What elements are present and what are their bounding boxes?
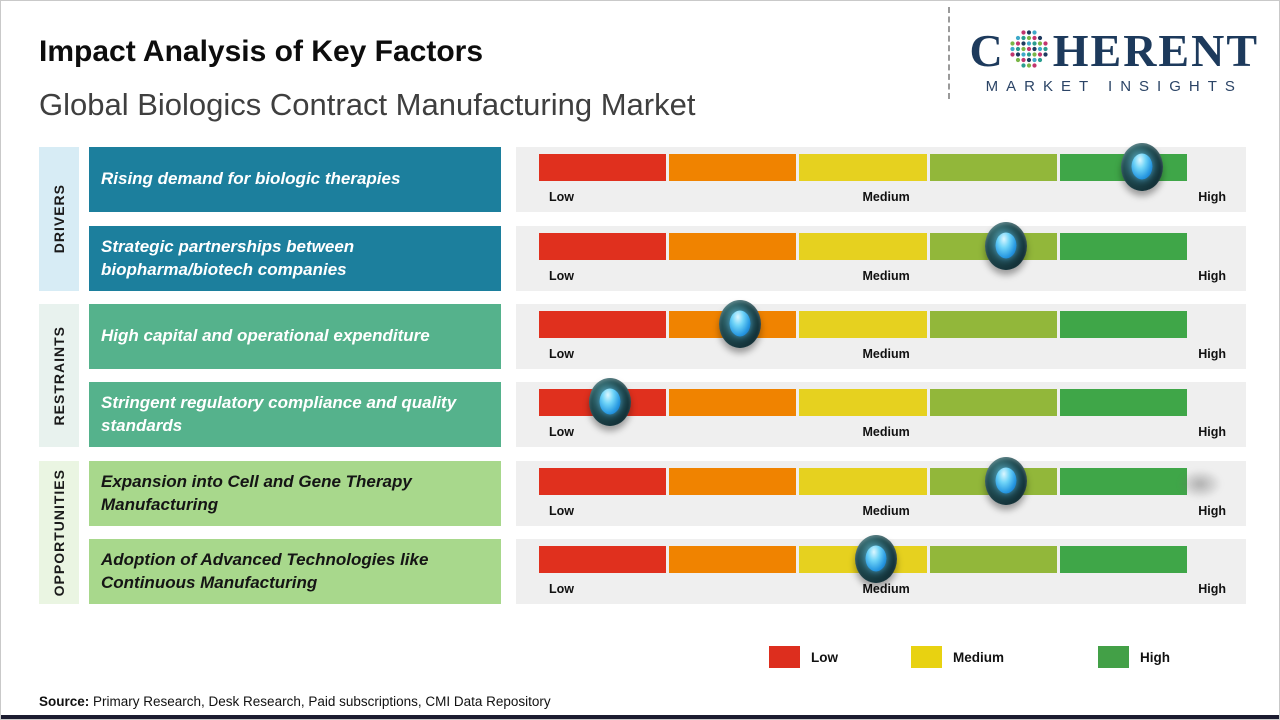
scale-label-high: High xyxy=(1198,347,1226,361)
group-label-opportunities: OPPORTUNITIES xyxy=(51,468,67,597)
factor-box-driver-1: Rising demand for biologic therapies xyxy=(89,147,501,212)
coherent-market-insights-logo: C HERENT MARKET INSIGHTS xyxy=(970,27,1260,96)
impact-marker-orb xyxy=(718,300,761,348)
impact-scale-row-1: Low Medium High xyxy=(516,143,1246,212)
legend-label-medium: Medium xyxy=(953,649,1005,665)
legend-swatch-medium xyxy=(911,646,942,668)
shadow-artifact xyxy=(1178,469,1222,499)
logo-tagline: MARKET INSIGHTS xyxy=(985,78,1243,95)
impact-marker-orb xyxy=(589,378,632,426)
scale-labels: Low Medium High xyxy=(549,269,1226,283)
impact-marker-orb xyxy=(984,457,1027,505)
logo-letter-c: C xyxy=(969,25,1005,76)
factor-text: Strategic partnerships between biopharma… xyxy=(101,236,355,279)
bottom-accent-bar xyxy=(1,715,1279,719)
scale-label-high: High xyxy=(1198,425,1226,439)
impact-gradient-bar xyxy=(539,154,1188,181)
group-label-restraints: RESTRAINTS xyxy=(51,325,67,426)
scale-label-medium: Medium xyxy=(862,504,910,518)
factor-box-driver-2: Strategic partnerships between biopharma… xyxy=(89,226,501,291)
factor-text: Rising demand for biologic therapies xyxy=(101,169,401,189)
impact-gradient-bar xyxy=(539,546,1188,573)
logo-globe-icon xyxy=(1005,27,1053,75)
impact-marker-orb xyxy=(984,222,1027,270)
scale-label-high: High xyxy=(1198,190,1226,204)
group-rail-restraints: RESTRAINTS xyxy=(39,304,79,447)
scale-label-low: Low xyxy=(549,582,574,596)
scale-label-high: High xyxy=(1198,504,1226,518)
impact-gradient-bar xyxy=(539,389,1188,416)
scale-label-medium: Medium xyxy=(862,190,910,204)
header-dashed-divider xyxy=(948,7,950,99)
scale-label-low: Low xyxy=(549,269,574,283)
legend-swatch-high xyxy=(1098,646,1129,668)
scale-labels: Low Medium High xyxy=(549,504,1226,518)
scale-label-low: Low xyxy=(549,347,574,361)
group-rail-drivers: DRIVERS xyxy=(39,147,79,291)
factor-text: Expansion into Cell and Gene Therapy Man… xyxy=(101,471,412,514)
factor-box-restraint-1: High capital and operational expenditure xyxy=(89,304,501,369)
scale-label-medium: Medium xyxy=(862,347,910,361)
factor-text: Stringent regulatory compliance and qual… xyxy=(101,392,457,435)
scale-labels: Low Medium High xyxy=(549,347,1226,361)
legend-item-medium: Medium xyxy=(911,646,1004,668)
source-text: Primary Research, Desk Research, Paid su… xyxy=(89,694,551,709)
factor-box-opportunity-2: Adoption of Advanced Technologies like C… xyxy=(89,539,501,604)
impact-scale-row-6: Low Medium High xyxy=(516,535,1246,604)
impact-gradient-bar xyxy=(539,468,1188,495)
factor-box-restraint-2: Stringent regulatory compliance and qual… xyxy=(89,382,501,447)
scale-label-medium: Medium xyxy=(862,425,910,439)
scale-labels: Low Medium High xyxy=(549,425,1226,439)
scale-label-medium: Medium xyxy=(862,269,910,283)
impact-scale-row-3: Low Medium High xyxy=(516,300,1246,369)
source-prefix: Source: xyxy=(39,694,90,709)
scale-labels: Low Medium High xyxy=(549,582,1226,596)
scale-labels: Low Medium High xyxy=(549,190,1226,204)
impact-scale-row-4: Low Medium High xyxy=(516,378,1246,447)
logo-wordmark-rest: HERENT xyxy=(1052,25,1259,76)
scale-label-high: High xyxy=(1198,269,1226,283)
scale-label-medium: Medium xyxy=(862,582,910,596)
impact-scale-row-5: Low Medium High xyxy=(516,457,1246,526)
legend-item-low: Low xyxy=(769,646,838,668)
factor-box-opportunity-1: Expansion into Cell and Gene Therapy Man… xyxy=(89,461,501,526)
scale-label-low: Low xyxy=(549,425,574,439)
page-title: Impact Analysis of Key Factors xyxy=(39,35,484,68)
factor-text: Adoption of Advanced Technologies like C… xyxy=(101,549,429,592)
impact-scale-row-2: Low Medium High xyxy=(516,222,1246,291)
impact-gradient-bar xyxy=(539,311,1188,338)
scale-label-high: High xyxy=(1198,582,1226,596)
legend-label-high: High xyxy=(1140,649,1170,665)
impact-marker-orb xyxy=(854,535,897,583)
logo-wordmark: C HERENT xyxy=(970,27,1260,75)
group-label-drivers: DRIVERS xyxy=(51,184,67,254)
legend-item-high: High xyxy=(1098,646,1170,668)
impact-marker-orb xyxy=(1120,143,1163,191)
impact-gradient-bar xyxy=(539,233,1188,260)
page-subtitle: Global Biologics Contract Manufacturing … xyxy=(39,87,696,122)
group-rail-opportunities: OPPORTUNITIES xyxy=(39,461,79,604)
legend-label-low: Low xyxy=(811,649,838,665)
factor-text: High capital and operational expenditure xyxy=(101,326,430,346)
scale-label-low: Low xyxy=(549,190,574,204)
source-line: Source: Primary Research, Desk Research,… xyxy=(39,694,551,709)
scale-label-low: Low xyxy=(549,504,574,518)
legend-swatch-low xyxy=(769,646,800,668)
